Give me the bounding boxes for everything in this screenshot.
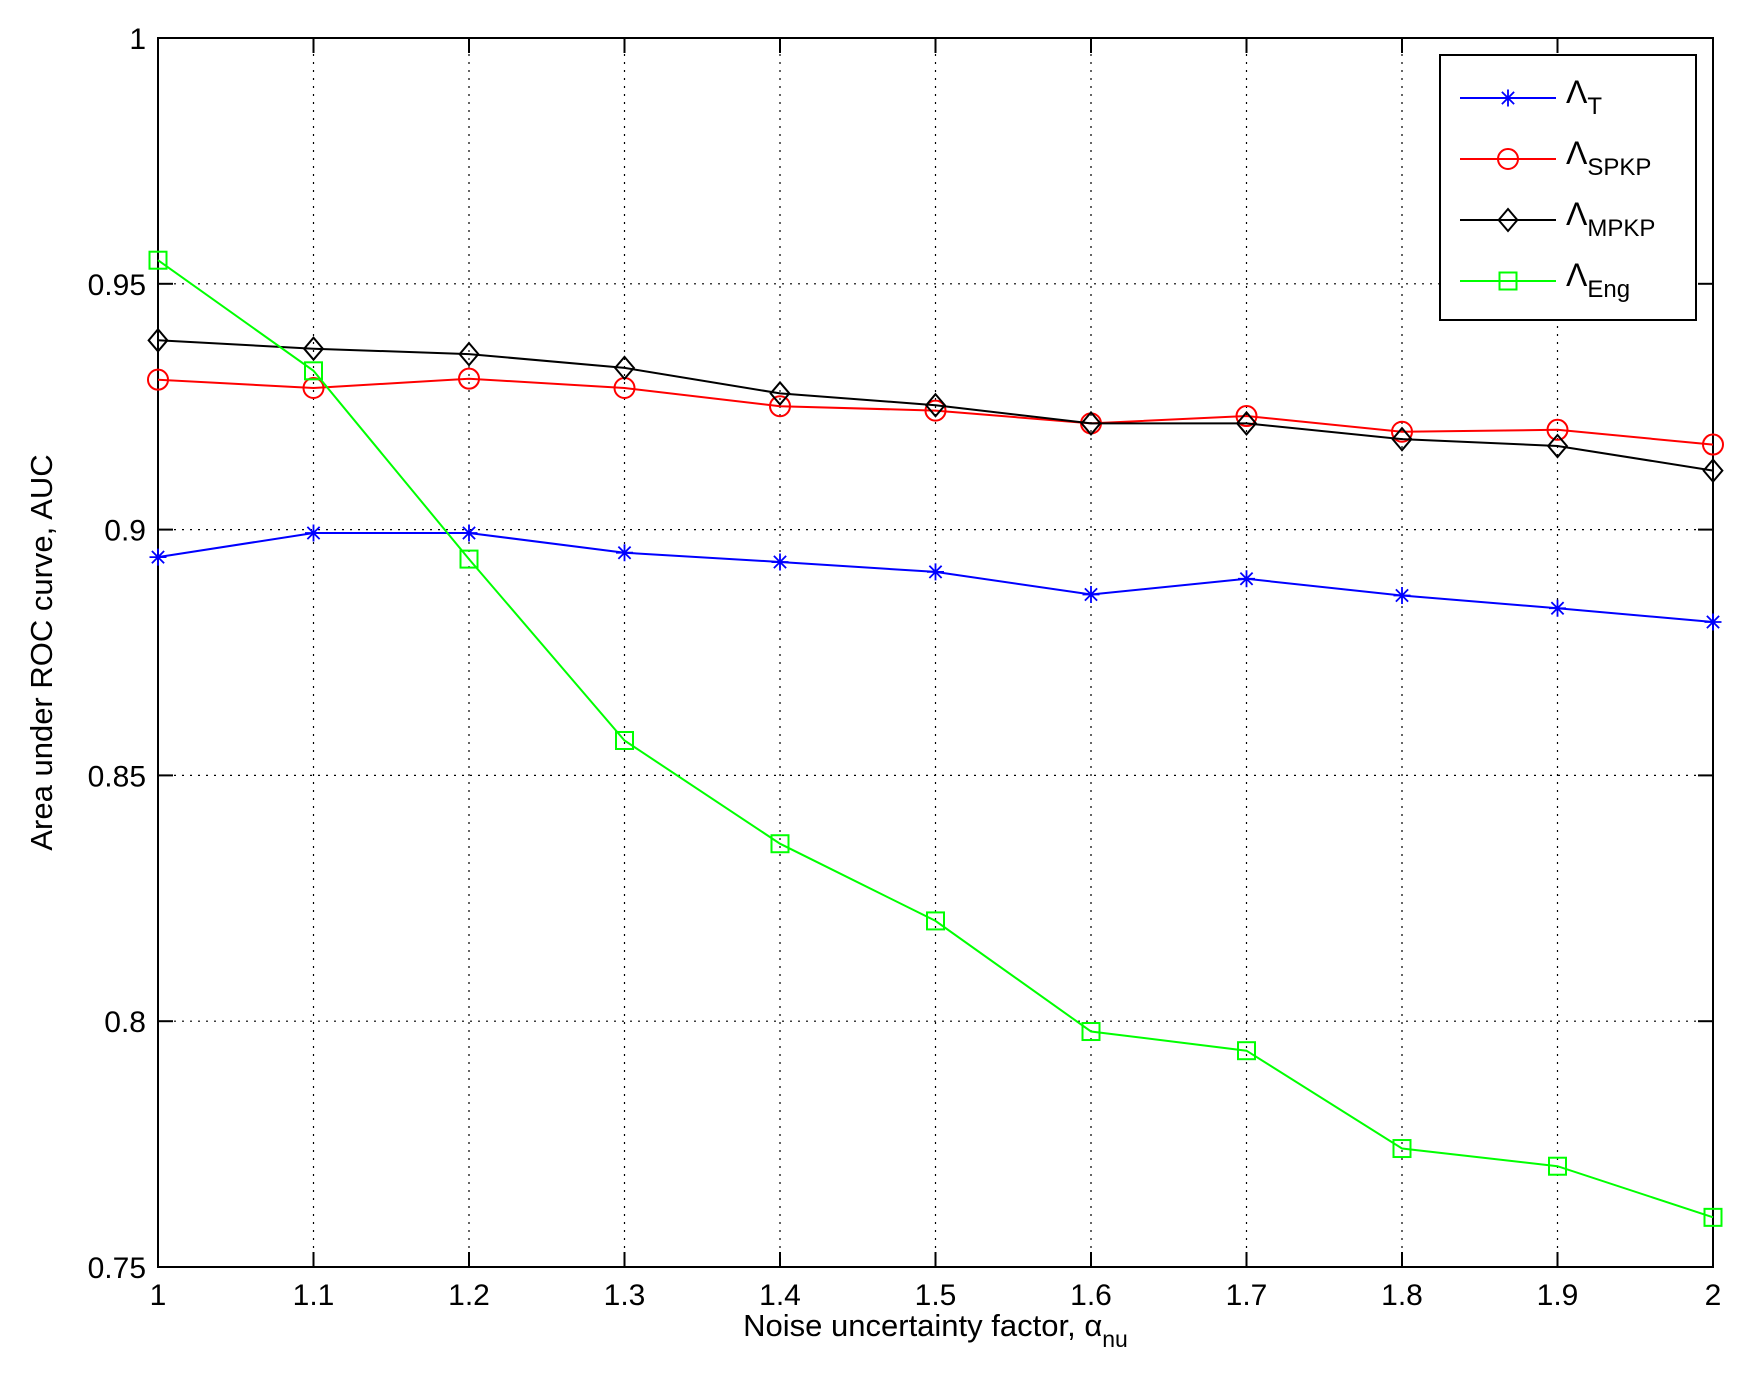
series-group	[147, 250, 1724, 1227]
data-point-asterisk	[460, 524, 478, 542]
data-point-circle	[924, 399, 947, 422]
y-tick-label: 0.9	[104, 515, 146, 548]
legend-label: ΛSPKP	[1566, 135, 1651, 181]
x-axis-title-text: Noise uncertainty factor, α	[743, 1308, 1102, 1343]
x-tick-label: 1.1	[293, 1279, 335, 1312]
x-tick-label: 1.3	[604, 1279, 646, 1312]
data-point-asterisk	[149, 548, 167, 566]
data-point-asterisk	[1238, 570, 1255, 588]
x-tick-label: 1.5	[915, 1279, 957, 1312]
data-point-square	[770, 834, 790, 854]
data-point-asterisk	[1704, 613, 1722, 631]
series-t	[149, 524, 1722, 631]
series-line	[157, 339, 1714, 472]
series-mpkp	[147, 327, 1724, 484]
data-point-circle	[147, 368, 169, 391]
x-tick-label: 1.4	[759, 1279, 801, 1312]
data-point-diamond	[1235, 410, 1258, 436]
legend-item: ΛSPKP	[1460, 135, 1651, 181]
x-tick-label: 1	[150, 1279, 167, 1312]
x-tick-label: 1.9	[1537, 1279, 1579, 1312]
legend-label-symbol: Λ	[1566, 196, 1588, 232]
data-point-diamond	[1497, 207, 1519, 233]
data-point-diamond	[302, 336, 325, 362]
y-tick-label: 1	[129, 23, 146, 56]
data-point-square	[926, 911, 945, 931]
data-point-square	[459, 549, 479, 569]
data-point-asterisk	[305, 524, 322, 542]
x-axis-title: Noise uncertainty factor, αnu	[743, 1308, 1128, 1352]
legend-label-subscript: T	[1587, 93, 1602, 120]
data-point-diamond	[769, 380, 791, 406]
legend-label-subscript: Eng	[1587, 276, 1630, 303]
data-point-diamond	[1702, 458, 1724, 484]
data-point-square	[1498, 271, 1518, 291]
data-point-square	[1392, 1139, 1412, 1159]
legend-box	[1439, 54, 1697, 321]
data-point-diamond	[1391, 426, 1413, 452]
legend-label-symbol: Λ	[1566, 135, 1588, 171]
data-point-square	[615, 730, 634, 750]
data-point-asterisk	[927, 563, 944, 581]
data-point-square	[1237, 1041, 1256, 1061]
data-point-circle	[1235, 405, 1258, 428]
data-point-circle	[302, 377, 325, 400]
data-point-circle	[1391, 420, 1413, 443]
y-tick-label: 0.75	[88, 1252, 146, 1285]
data-point-circle	[1702, 433, 1724, 456]
data-point-square	[1081, 1022, 1101, 1042]
data-point-asterisk	[1499, 89, 1517, 107]
y-tick-label: 0.8	[104, 1006, 146, 1039]
x-tick-label: 1.6	[1070, 1279, 1112, 1312]
y-tick-label: 0.95	[88, 269, 146, 302]
data-point-diamond	[1546, 433, 1569, 459]
x-axis-title-subscript: nu	[1102, 1326, 1128, 1352]
legend-item: ΛT	[1460, 74, 1602, 120]
data-point-circle	[769, 395, 791, 418]
legend-item: ΛMPKP	[1460, 196, 1655, 242]
data-point-diamond	[458, 341, 480, 367]
data-point-square	[1548, 1156, 1567, 1176]
data-point-asterisk	[1082, 585, 1100, 603]
series-line	[157, 259, 1714, 1219]
axes: 1 1.1 1.2 1.3 1.4 1.5 1.6 1.7 1.8 1.9 2 0.75 0.8 0.85…	[24, 23, 1721, 1352]
x-tick-label: 1.2	[448, 1279, 490, 1312]
data-point-circle	[1546, 418, 1569, 441]
data-point-asterisk	[1549, 599, 1566, 617]
legend-label: ΛMPKP	[1566, 196, 1655, 242]
data-point-circle	[1497, 148, 1519, 170]
data-point-asterisk	[616, 544, 633, 562]
legend-label-symbol: Λ	[1566, 74, 1588, 110]
legend-label-subscript: SPKP	[1587, 154, 1651, 181]
data-point-square	[304, 361, 323, 381]
legend-label: ΛT	[1566, 74, 1602, 120]
data-point-square	[1703, 1207, 1723, 1227]
x-tick-label: 2	[1705, 1279, 1722, 1312]
data-point-square	[148, 250, 168, 270]
legend-item: ΛEng	[1460, 257, 1630, 303]
legend-label: ΛEng	[1566, 257, 1630, 303]
series-eng	[148, 250, 1723, 1227]
legend-label-subscript: MPKP	[1587, 215, 1655, 242]
data-point-diamond	[147, 327, 169, 353]
data-point-diamond	[613, 355, 636, 381]
y-tick-label: 0.85	[88, 760, 146, 793]
x-tick-label: 1.7	[1226, 1279, 1268, 1312]
data-point-asterisk	[1393, 586, 1411, 604]
data-point-diamond	[1080, 410, 1102, 436]
data-point-circle	[458, 367, 480, 390]
x-tick-label: 1.8	[1381, 1279, 1423, 1312]
y-axis-title: Area under ROC curve, AUC	[24, 454, 59, 850]
data-point-asterisk	[771, 553, 789, 571]
series-line	[157, 377, 1714, 446]
legend-label-symbol: Λ	[1566, 257, 1588, 293]
data-point-diamond	[924, 392, 947, 418]
